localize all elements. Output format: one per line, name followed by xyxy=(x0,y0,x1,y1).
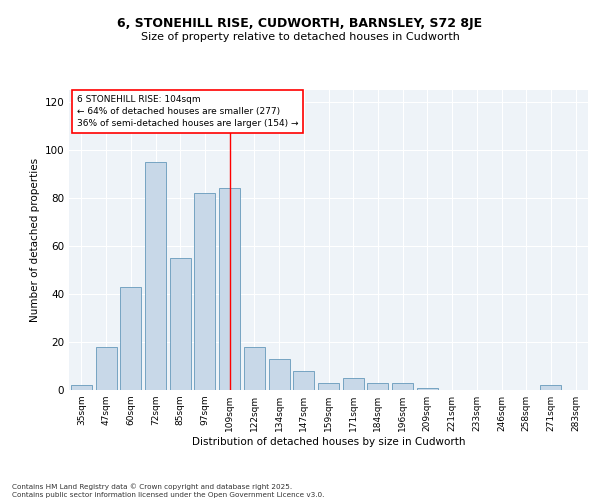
Text: 6, STONEHILL RISE, CUDWORTH, BARNSLEY, S72 8JE: 6, STONEHILL RISE, CUDWORTH, BARNSLEY, S… xyxy=(118,18,482,30)
Text: 6 STONEHILL RISE: 104sqm
← 64% of detached houses are smaller (277)
36% of semi-: 6 STONEHILL RISE: 104sqm ← 64% of detach… xyxy=(77,94,298,128)
Y-axis label: Number of detached properties: Number of detached properties xyxy=(30,158,40,322)
Bar xyxy=(392,383,413,390)
Bar xyxy=(417,388,438,390)
Bar xyxy=(194,193,215,390)
Bar xyxy=(269,359,290,390)
Bar xyxy=(367,383,388,390)
Bar xyxy=(293,371,314,390)
Text: Size of property relative to detached houses in Cudworth: Size of property relative to detached ho… xyxy=(140,32,460,42)
Bar xyxy=(95,347,116,390)
Bar xyxy=(244,347,265,390)
Bar xyxy=(541,385,562,390)
Text: Contains HM Land Registry data © Crown copyright and database right 2025.
Contai: Contains HM Land Registry data © Crown c… xyxy=(12,484,325,498)
Bar xyxy=(219,188,240,390)
Bar xyxy=(318,383,339,390)
X-axis label: Distribution of detached houses by size in Cudworth: Distribution of detached houses by size … xyxy=(192,437,465,447)
Bar xyxy=(71,385,92,390)
Bar xyxy=(170,258,191,390)
Bar xyxy=(343,378,364,390)
Bar xyxy=(145,162,166,390)
Bar xyxy=(120,287,141,390)
